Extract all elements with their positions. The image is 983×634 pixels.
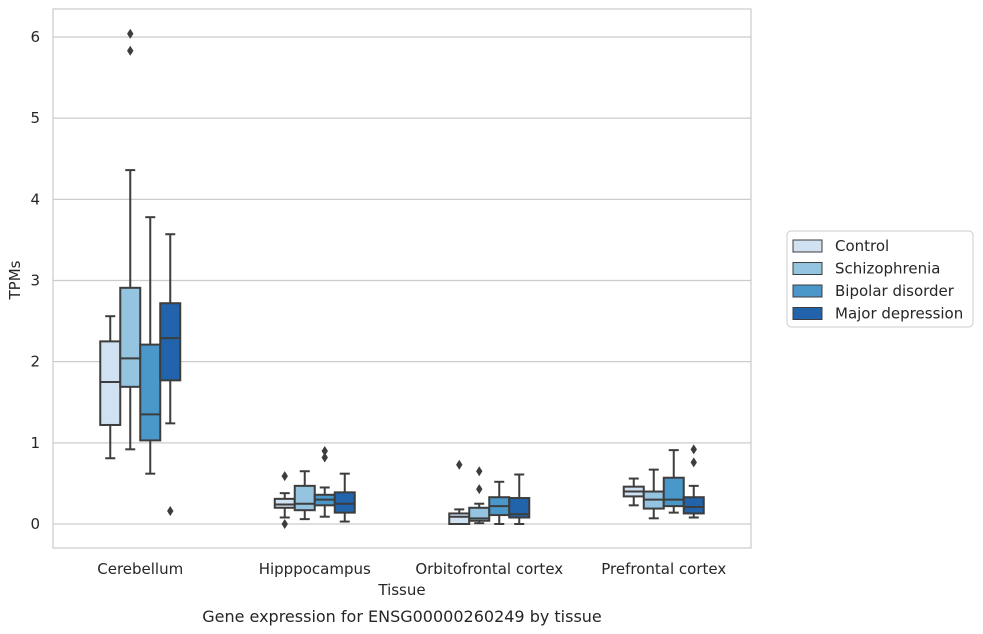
box-iqr	[508, 497, 531, 519]
legend-frame	[786, 230, 974, 328]
outlier-point	[127, 45, 134, 56]
legend: Control Schizophrenia Bipolar disorder Majo…	[786, 230, 974, 328]
legend-label: Control	[835, 237, 889, 255]
box-major-depression	[159, 233, 182, 517]
box-iqr	[273, 497, 296, 509]
box-iqr	[159, 302, 182, 382]
box-iqr	[293, 484, 316, 512]
x-tick-label: Cerebellum	[97, 560, 183, 578]
plot-frame	[52, 8, 752, 549]
chart-caption: Gene expression for ENSG00000260249 by t…	[202, 607, 602, 626]
y-tick-label: 4	[30, 190, 40, 208]
box-iqr	[99, 340, 122, 426]
y-axis-label: TPMs	[6, 260, 24, 300]
box-iqr	[682, 496, 705, 515]
outlier-point	[476, 466, 483, 477]
y-tick-label: 6	[30, 28, 40, 46]
box-iqr	[662, 476, 685, 508]
box-schizophrenia	[293, 470, 316, 521]
legend-swatch	[792, 307, 823, 320]
y-tick-label: 2	[30, 353, 40, 371]
legend-label: Schizophrenia	[835, 260, 940, 278]
box-bipolar-disorder	[139, 216, 162, 475]
gridlines	[53, 36, 751, 525]
outlier-point	[321, 445, 328, 456]
legend-swatch	[792, 284, 823, 298]
outlier-point	[690, 457, 697, 468]
box-control	[99, 315, 122, 460]
box-bipolar-disorder	[313, 445, 336, 518]
x-axis-label: Tissue	[377, 581, 425, 599]
box-iqr	[333, 491, 356, 514]
outlier-point	[456, 459, 463, 470]
legend-label: Bipolar disorder	[835, 282, 955, 300]
legend-swatch	[792, 262, 823, 275]
x-tick-label: Prefrontal cortex	[601, 560, 726, 578]
legend-swatch	[792, 239, 823, 253]
outlier-point	[127, 28, 134, 39]
outlier-point	[321, 452, 328, 463]
box-major-depression	[682, 444, 705, 519]
box-control	[448, 459, 471, 525]
box-bipolar-disorder	[488, 480, 511, 525]
box-major-depression	[333, 472, 356, 523]
box-control	[622, 477, 645, 507]
outlier-point	[281, 471, 288, 482]
outlier-point	[167, 506, 174, 517]
y-tick-label: 1	[30, 434, 40, 452]
box-control	[273, 471, 296, 529]
box-iqr	[448, 512, 471, 525]
box-iqr	[119, 286, 142, 388]
box-schizophrenia	[642, 468, 665, 520]
box-major-depression	[508, 473, 531, 525]
y-tick-label: 0	[30, 515, 40, 533]
outlier-point	[476, 484, 483, 495]
boxes	[99, 28, 705, 529]
y-tick-label: 5	[30, 109, 40, 127]
box-bipolar-disorder	[662, 449, 685, 514]
outlier-point	[690, 444, 697, 455]
x-tick-label: Hipppocampus	[259, 560, 371, 578]
legend-label: Major depression	[835, 305, 963, 323]
box-iqr	[139, 343, 162, 442]
box-schizophrenia	[119, 28, 142, 451]
y-tick-label: 3	[30, 272, 40, 290]
y-ticks: 0 1 2 3 4 5 6	[30, 28, 40, 533]
outlier-point	[281, 519, 288, 529]
x-ticks: Cerebellum Hipppocampus Orbitofrontal cort…	[97, 560, 726, 578]
x-tick-label: Orbitofrontal cortex	[415, 560, 563, 578]
box-schizophrenia	[468, 466, 491, 525]
